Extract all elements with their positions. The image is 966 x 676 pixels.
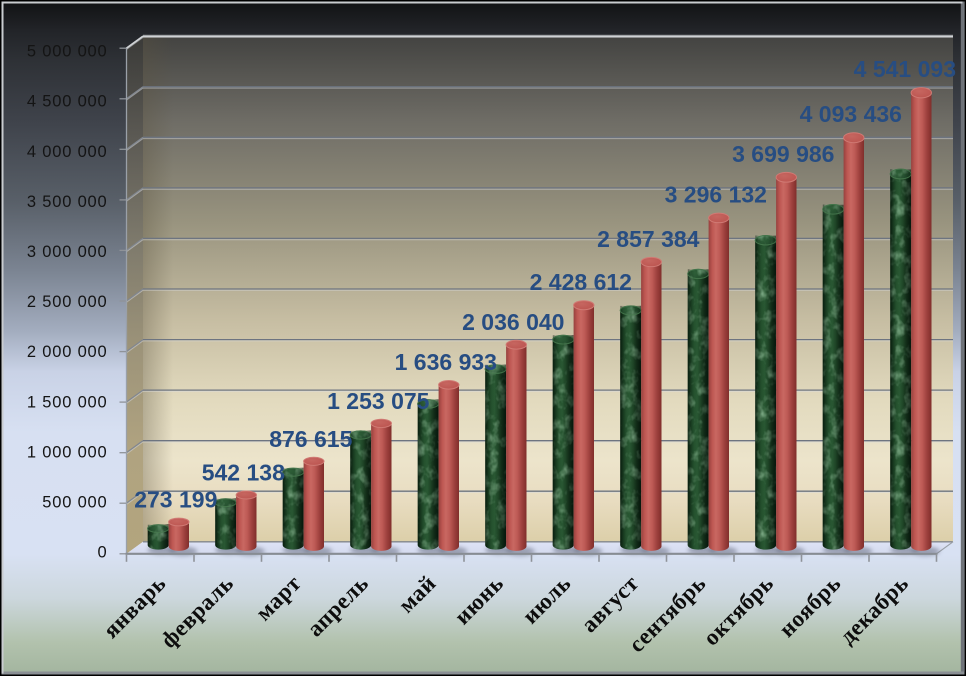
svg-text:2 000 000: 2 000 000	[27, 343, 108, 361]
svg-text:500 000: 500 000	[42, 494, 107, 512]
svg-text:2 857 384: 2 857 384	[597, 226, 700, 252]
svg-text:2 428 612: 2 428 612	[530, 269, 632, 295]
svg-text:1 253 075: 1 253 075	[327, 388, 430, 414]
svg-text:4 500 000: 4 500 000	[27, 93, 108, 111]
svg-text:273 199: 273 199	[134, 487, 217, 513]
svg-text:876 615: 876 615	[269, 426, 352, 452]
svg-text:5 000 000: 5 000 000	[27, 43, 108, 61]
svg-text:3 296 132: 3 296 132	[665, 182, 767, 208]
svg-text:4 000 000: 4 000 000	[27, 143, 108, 161]
svg-text:0: 0	[98, 544, 108, 562]
svg-text:1 500 000: 1 500 000	[27, 393, 108, 411]
svg-text:1 636 933: 1 636 933	[395, 349, 497, 375]
svg-text:4 541 093: 4 541 093	[854, 56, 956, 82]
svg-text:2 500 000: 2 500 000	[27, 293, 108, 311]
svg-text:3 500 000: 3 500 000	[27, 193, 108, 211]
svg-text:4 093 436: 4 093 436	[800, 101, 902, 127]
svg-text:2 036 040: 2 036 040	[462, 309, 564, 335]
svg-text:1 000 000: 1 000 000	[27, 443, 108, 461]
svg-text:542 138: 542 138	[202, 460, 285, 486]
svg-text:3 699 986: 3 699 986	[732, 141, 834, 167]
svg-text:3 000 000: 3 000 000	[27, 243, 108, 261]
